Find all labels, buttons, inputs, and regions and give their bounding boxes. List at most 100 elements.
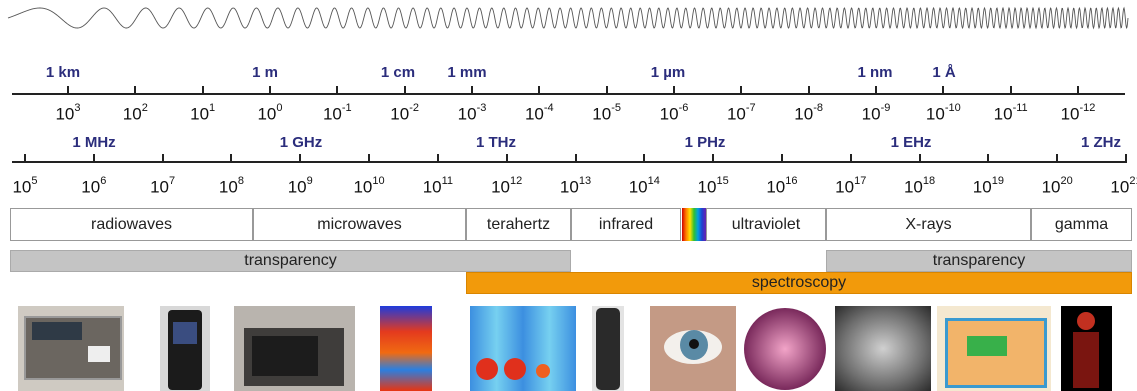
wavelength-tick-label: 101 — [190, 102, 216, 124]
band-x-rays: X-rays — [826, 208, 1031, 241]
frequency-unit: 1 THz — [475, 134, 517, 151]
chip-wafer-photo — [742, 306, 828, 391]
wavelength-tick — [269, 86, 271, 95]
wavelength-unit: 1 km — [45, 64, 81, 81]
frequency-tick-label: 106 — [81, 175, 107, 197]
wavelength-tick — [403, 86, 406, 95]
x-ray-luggage-scan-photo — [937, 306, 1051, 391]
wavelength-unit: 1 µm — [650, 64, 686, 81]
frequency-unit: 1 GHz — [279, 134, 323, 151]
frequency-tick-label: 1012 — [491, 175, 523, 197]
wavelength-unit: 1 m — [252, 64, 278, 81]
chirp-wave-path — [7, 6, 1129, 30]
wavelength-tick — [471, 86, 473, 95]
wavelength-unit: 1 nm — [857, 64, 893, 81]
frequency-tick — [1056, 154, 1059, 163]
frequency-tick-label: 1017 — [835, 175, 867, 197]
microwave-oven-photo — [234, 306, 355, 391]
band-infrared: infrared — [571, 208, 681, 241]
frequency-unit: 1 ZHz — [1080, 134, 1122, 151]
wavelength-tick — [673, 86, 675, 95]
wavelength-tick — [605, 86, 608, 95]
wavelength-tick-label: 10-9 — [861, 102, 891, 124]
wavelength-tick-label: 10-12 — [1060, 102, 1096, 124]
frequency-tick-label: 1018 — [903, 175, 936, 197]
wavelength-tick-label: 10-6 — [659, 102, 689, 124]
spectroscopy-bar: spectroscopy — [466, 272, 1132, 294]
radio-photo — [18, 306, 124, 391]
frequency-tick — [574, 154, 577, 163]
wavelength-tick — [1077, 86, 1079, 95]
eye-photo — [650, 306, 736, 391]
transparency-bar-high: transparency — [826, 250, 1132, 272]
frequency-tick — [987, 154, 990, 163]
frequency-tick — [849, 154, 852, 163]
wavelength-tick — [336, 86, 339, 95]
wavelength-tick-label: 103 — [55, 102, 81, 124]
wavelength-tick-label: 10-7 — [726, 102, 756, 124]
frequency-tick-label: 1019 — [972, 175, 1004, 197]
wavelength-tick — [201, 86, 204, 95]
frequency-tick-label: 1015 — [697, 175, 729, 197]
frequency-tick — [643, 154, 646, 163]
frequency-tick-label: 108 — [218, 175, 244, 197]
band-terahertz: terahertz — [466, 208, 571, 241]
wavelength-tick-label: 100 — [257, 102, 283, 124]
wavelength-tick-label: 102 — [122, 102, 148, 124]
frequency-unit: 1 EHz — [890, 134, 932, 151]
wavelength-tick-label: 10-3 — [457, 102, 487, 124]
frequency-tick-label: 109 — [287, 175, 313, 197]
wavelength-tick-label: 10-11 — [993, 102, 1028, 124]
band-microwaves: microwaves — [253, 208, 466, 241]
wavelength-tick-label: 10-10 — [925, 102, 961, 124]
thermal-body-image — [380, 306, 432, 391]
frequency-tick-label: 1016 — [766, 175, 798, 197]
frequency-tick — [368, 154, 371, 163]
wavelength-unit: 1 Å — [932, 64, 956, 81]
frequency-unit: 1 PHz — [684, 134, 726, 151]
frequency-tick-label: 107 — [150, 175, 176, 197]
frequency-tick — [230, 154, 233, 163]
frequency-tick — [436, 154, 439, 163]
frequency-tick — [918, 154, 921, 163]
frequency-tick-label: 1011 — [422, 175, 454, 197]
frequency-tick-label: 1010 — [353, 175, 385, 197]
wavelength-unit: 1 mm — [447, 64, 487, 81]
frequency-tick-label: 1013 — [559, 175, 592, 197]
frequency-unit: 1 MHz — [72, 134, 116, 151]
visible-spectrum-swatch — [682, 208, 706, 241]
frequency-tick — [24, 154, 26, 163]
wavelength-tick-label: 10-4 — [524, 102, 554, 124]
frequency-tick — [780, 154, 783, 163]
band-gamma: gamma — [1031, 208, 1132, 241]
wavelength-unit: 1 cm — [380, 64, 416, 81]
terahertz-image — [470, 306, 576, 391]
frequency-tick — [299, 154, 302, 163]
frequency-tick — [161, 154, 164, 163]
wavelength-tick — [807, 86, 810, 95]
wavelength-tick-label: 10-1 — [322, 102, 352, 124]
frequency-axis-line — [12, 161, 1125, 163]
wavelength-tick — [740, 86, 743, 95]
wavelength-tick-label: 10-2 — [390, 102, 420, 124]
transparency-bar-low: transparency — [10, 250, 571, 272]
wavelength-tick — [1009, 86, 1012, 95]
dental-x-ray-photo — [835, 306, 931, 391]
frequency-tick-label: 105 — [12, 175, 38, 197]
pet-scan-photo — [1061, 306, 1112, 391]
band-ultraviolet: ultraviolet — [706, 208, 826, 241]
wavelength-tick — [67, 86, 69, 95]
band-infrared-label: infrared — [598, 215, 654, 233]
frequency-tick — [92, 154, 95, 163]
frequency-tick-label: 1020 — [1041, 175, 1073, 197]
wavelength-tick-label: 10-5 — [592, 102, 622, 124]
band-radiowaves: radiowaves — [10, 208, 253, 241]
frequency-tick — [712, 154, 715, 163]
frequency-tick — [1125, 154, 1127, 163]
remote-control-photo — [592, 306, 624, 391]
chirp-wave-graphic — [7, 6, 1129, 30]
frequency-tick — [505, 154, 508, 163]
